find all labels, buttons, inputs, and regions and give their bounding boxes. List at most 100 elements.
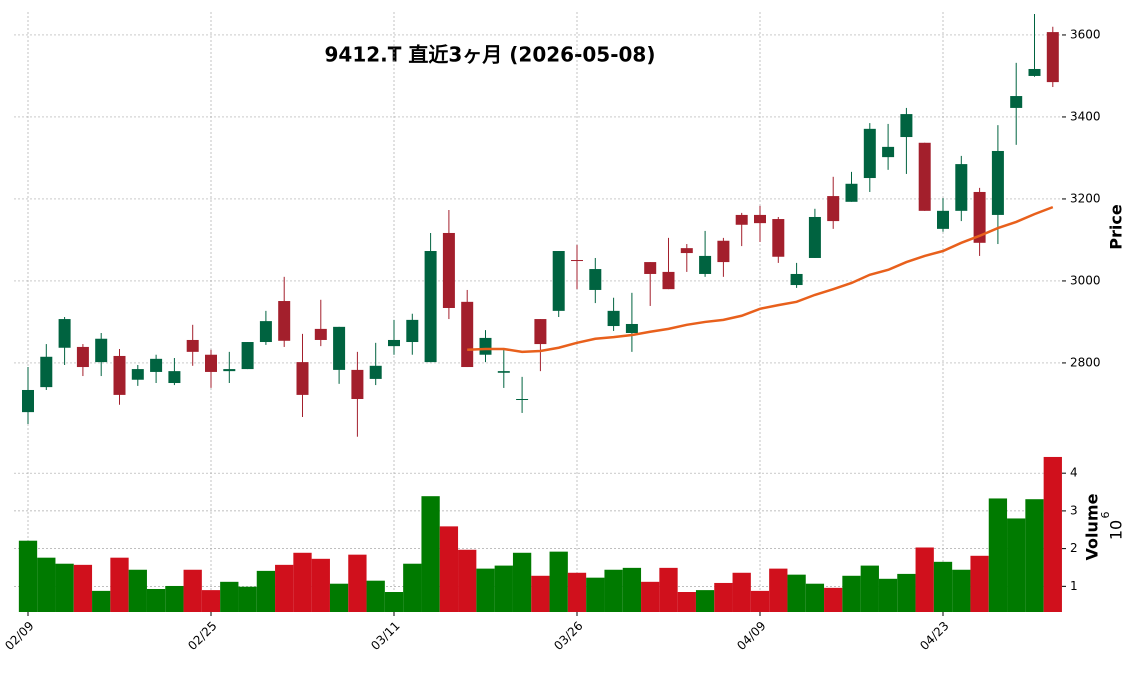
volume-bar — [256, 570, 276, 612]
candle-body — [991, 150, 1004, 215]
volume-bar — [860, 565, 879, 612]
volume-bar — [439, 526, 459, 612]
volume-bar — [714, 582, 733, 612]
candle-body — [223, 369, 236, 372]
volume-bar — [915, 547, 934, 612]
y-tick-label: 1 — [1070, 579, 1078, 593]
y-tick-label: 3200 — [1070, 191, 1101, 205]
candle-body — [40, 356, 53, 388]
x-tick-label: 02/09 — [2, 619, 36, 653]
volume-bar — [531, 575, 550, 612]
volume-bar — [275, 564, 294, 612]
chart-title: 9412.T 直近3ヶ月 (2026-05-08) — [325, 43, 656, 67]
candle-body — [571, 260, 583, 262]
offset-exponent: 6 — [1099, 512, 1112, 519]
candle-body — [937, 210, 949, 229]
volume-bar — [1025, 499, 1044, 612]
candle-body — [113, 355, 126, 395]
volume-bar — [824, 587, 843, 612]
candle-body — [625, 323, 638, 333]
volume-bar — [55, 563, 74, 612]
candle-body — [900, 114, 913, 138]
candle-body — [497, 371, 510, 373]
candle-body — [1028, 68, 1041, 76]
candle-body — [442, 232, 455, 308]
price-axis-label: Price — [1107, 204, 1126, 250]
volume-bar — [732, 572, 751, 612]
candle-body — [205, 354, 217, 372]
candle-body — [827, 196, 840, 222]
x-tick-label: 03/26 — [551, 619, 585, 653]
volume-bar — [933, 561, 953, 612]
candle-body — [589, 269, 602, 290]
candle-body — [131, 369, 144, 380]
volume-bar — [787, 574, 806, 612]
volume-bar — [512, 552, 532, 612]
candle-body — [845, 183, 858, 202]
candle-body — [552, 251, 565, 311]
volume-bar — [238, 586, 257, 612]
volume-bar — [641, 581, 660, 612]
y-tick-label: 3600 — [1070, 27, 1101, 41]
x-tick-label: 02/25 — [185, 619, 219, 653]
candle-body — [754, 214, 766, 224]
volume-bar — [18, 540, 38, 612]
candle-body — [772, 219, 785, 257]
volume-bar — [165, 585, 184, 612]
volume-bar — [384, 592, 404, 612]
candle-body — [863, 128, 876, 179]
volume-bar — [476, 568, 495, 612]
volume-bar — [878, 578, 898, 612]
volume-bar — [311, 558, 330, 612]
volume-bar — [293, 552, 312, 612]
candle-body — [259, 321, 272, 343]
volume-bar — [183, 569, 202, 612]
volume-bar — [805, 583, 825, 612]
candle-body — [607, 310, 620, 327]
volume-bar — [622, 567, 642, 612]
candle-body — [662, 271, 675, 290]
y-tick-label: 4 — [1070, 466, 1078, 480]
volume-bar — [988, 498, 1008, 612]
x-tick-label: 04/09 — [734, 619, 768, 653]
volume-bar — [952, 569, 971, 612]
candle-body — [278, 301, 291, 341]
volume-bar — [677, 592, 696, 612]
candle-body — [76, 346, 89, 368]
candle-body — [790, 273, 803, 286]
volume-bar — [366, 580, 385, 612]
volume-bar — [659, 567, 678, 612]
offset-base: 10 — [1107, 520, 1126, 540]
y-tick-label: 2 — [1070, 541, 1078, 555]
volume-bar — [494, 565, 513, 612]
volume-bar — [586, 577, 605, 612]
volume-bar — [73, 564, 93, 612]
volume-bar — [1007, 518, 1026, 612]
volume-bar — [842, 575, 861, 612]
candle-body — [58, 319, 71, 348]
candle-body — [150, 358, 163, 372]
candle-body — [973, 191, 986, 243]
candle-body — [680, 248, 693, 254]
candle-body — [186, 339, 199, 352]
candle-body — [717, 240, 730, 263]
volume-bar — [92, 590, 111, 612]
candle-body — [406, 319, 419, 343]
candle-body — [22, 389, 34, 413]
candle-body — [461, 301, 474, 368]
candle-body — [369, 365, 382, 379]
x-tick-label: 03/11 — [368, 619, 402, 653]
candle-body — [882, 146, 895, 158]
candle-body — [388, 339, 400, 347]
candle-body — [168, 371, 181, 384]
y-tick-label: 3000 — [1070, 273, 1101, 287]
x-tick-label: 04/23 — [917, 619, 951, 653]
y-tick-label: 2800 — [1070, 355, 1101, 369]
candle-body — [1046, 32, 1059, 83]
candle-body — [644, 262, 657, 274]
moving-average — [467, 205, 1054, 354]
y-tick-label: 3 — [1070, 503, 1078, 517]
volume-bar — [897, 573, 916, 612]
candle-body — [808, 216, 821, 258]
